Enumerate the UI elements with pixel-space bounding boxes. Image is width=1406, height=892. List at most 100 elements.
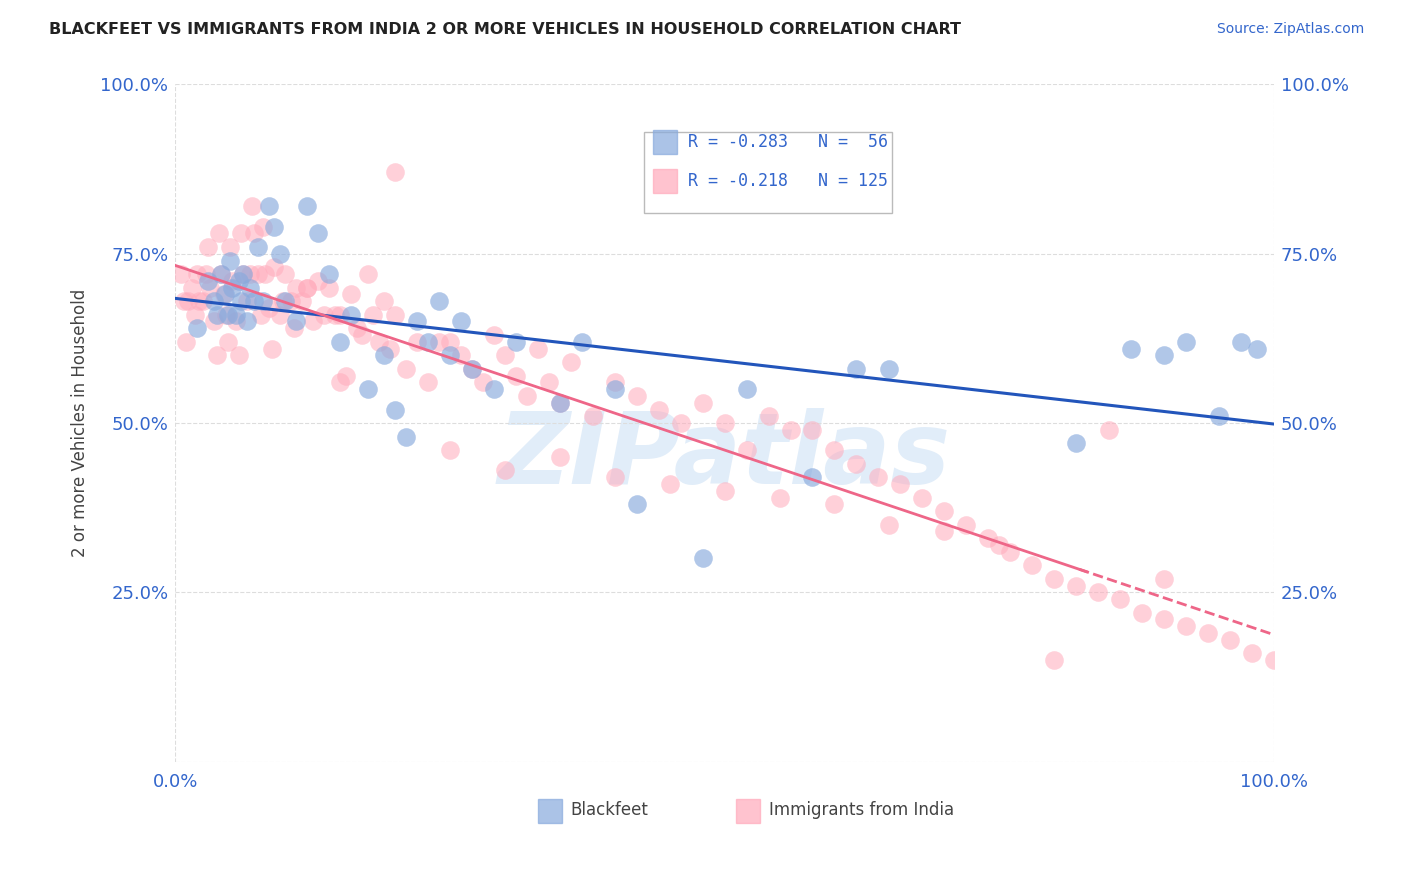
Point <box>505 334 527 349</box>
Point <box>713 483 735 498</box>
Point <box>174 334 197 349</box>
Point <box>735 382 758 396</box>
Point <box>212 287 235 301</box>
Point <box>373 294 395 309</box>
Point <box>243 227 266 241</box>
Point <box>301 314 323 328</box>
Point <box>439 348 461 362</box>
Point <box>823 443 845 458</box>
Point <box>571 334 593 349</box>
Point <box>269 308 291 322</box>
Point <box>202 294 225 309</box>
Point <box>232 267 254 281</box>
Point <box>186 267 208 281</box>
Point <box>257 199 280 213</box>
Point <box>352 328 374 343</box>
Point <box>626 389 648 403</box>
Point <box>1208 409 1230 424</box>
Point <box>1219 632 1241 647</box>
Point <box>461 362 484 376</box>
Point <box>340 287 363 301</box>
Point <box>427 334 450 349</box>
Point <box>205 348 228 362</box>
Point <box>295 280 318 294</box>
Point <box>219 240 242 254</box>
Point <box>603 376 626 390</box>
Point <box>254 267 277 281</box>
Point <box>416 376 439 390</box>
Point <box>471 376 494 390</box>
Point <box>548 395 571 409</box>
Point <box>626 497 648 511</box>
Point <box>356 382 378 396</box>
Point <box>217 334 239 349</box>
Point <box>801 470 824 484</box>
Point <box>384 165 406 179</box>
Point <box>647 402 669 417</box>
Point <box>221 274 243 288</box>
Point <box>482 328 505 343</box>
Point <box>823 497 845 511</box>
Point <box>889 477 911 491</box>
Point <box>416 334 439 349</box>
Point <box>1021 558 1043 573</box>
Point <box>1153 612 1175 626</box>
Point <box>180 280 202 294</box>
Point <box>735 443 758 458</box>
Point <box>197 240 219 254</box>
Point <box>373 348 395 362</box>
Point <box>318 280 340 294</box>
Point <box>215 308 238 322</box>
Point <box>868 470 890 484</box>
Text: R = -0.283   N =  56: R = -0.283 N = 56 <box>689 133 889 151</box>
Bar <box>538 799 562 822</box>
Point <box>1263 653 1285 667</box>
Text: Source: ZipAtlas.com: Source: ZipAtlas.com <box>1216 22 1364 37</box>
Point <box>235 294 257 309</box>
Point <box>295 199 318 213</box>
Point <box>221 280 243 294</box>
Point <box>911 491 934 505</box>
Point <box>406 334 429 349</box>
Point <box>494 463 516 477</box>
Point <box>173 294 195 309</box>
Point <box>200 280 222 294</box>
Point <box>548 395 571 409</box>
Point <box>274 294 297 309</box>
Point <box>768 491 790 505</box>
Point <box>669 416 692 430</box>
Point <box>692 551 714 566</box>
Point <box>250 308 273 322</box>
Point <box>845 457 868 471</box>
Point <box>240 199 263 213</box>
Point <box>295 280 318 294</box>
Point <box>269 246 291 260</box>
Point <box>231 227 253 241</box>
Point <box>252 219 274 234</box>
Point <box>1000 545 1022 559</box>
Point <box>779 423 801 437</box>
Point <box>505 368 527 383</box>
Text: Blackfeet: Blackfeet <box>571 801 648 820</box>
Point <box>1087 585 1109 599</box>
Point <box>934 524 956 539</box>
Point <box>239 267 262 281</box>
Point <box>340 308 363 322</box>
Point <box>271 294 294 309</box>
Point <box>1130 606 1153 620</box>
Point <box>280 294 302 309</box>
Point <box>1109 592 1132 607</box>
Point <box>516 389 538 403</box>
Point <box>582 409 605 424</box>
Point <box>988 538 1011 552</box>
Point <box>1197 626 1219 640</box>
Point <box>307 274 329 288</box>
Point <box>1175 619 1198 633</box>
Point <box>537 376 560 390</box>
Point <box>482 382 505 396</box>
Point <box>232 267 254 281</box>
Point <box>219 253 242 268</box>
Point <box>184 308 207 322</box>
Point <box>384 308 406 322</box>
Point <box>439 443 461 458</box>
